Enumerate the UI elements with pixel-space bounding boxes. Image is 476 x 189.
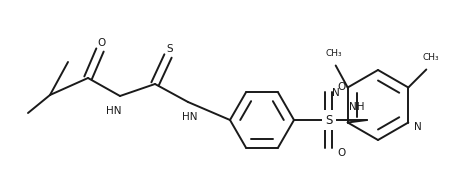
Text: O: O <box>98 38 106 48</box>
Text: CH₃: CH₃ <box>422 53 439 63</box>
Text: HN: HN <box>106 106 121 116</box>
Text: S: S <box>325 114 332 126</box>
Text: O: O <box>336 148 345 158</box>
Text: N: N <box>414 122 421 132</box>
Text: NH: NH <box>348 102 364 112</box>
Text: N: N <box>331 88 339 98</box>
Text: CH₃: CH₃ <box>325 50 341 59</box>
Text: S: S <box>166 44 173 54</box>
Text: HN: HN <box>182 112 198 122</box>
Text: O: O <box>336 82 345 92</box>
